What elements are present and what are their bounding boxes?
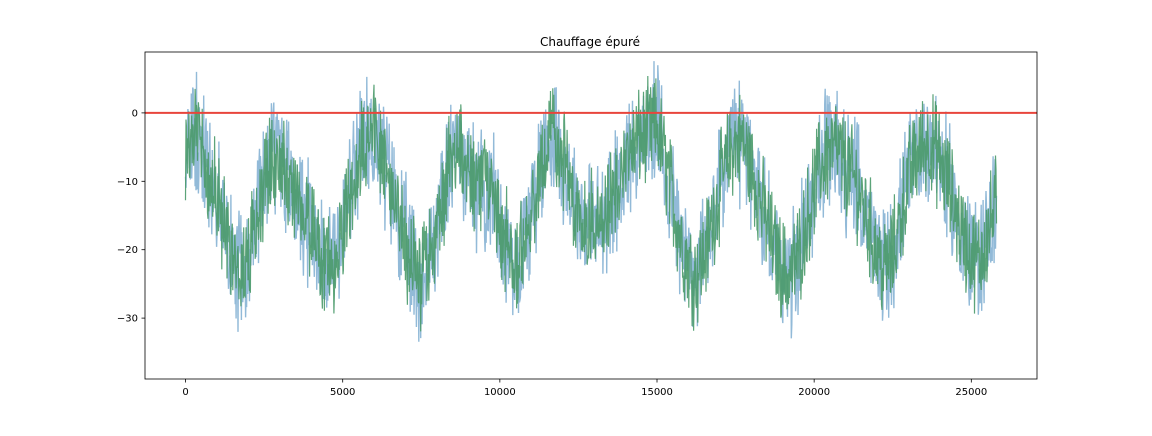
x-tick-label: 5000 — [330, 387, 355, 398]
x-tick-label: 20000 — [798, 387, 830, 398]
axes: 0 5000 10000 15000 20000 25000 0 −10 −20 −30 — [117, 51, 1038, 398]
x-tick-label: 15000 — [641, 387, 673, 398]
x-tick-label: 0 — [182, 387, 188, 398]
y-tick-label: −20 — [117, 245, 138, 256]
axes-frame — [144, 51, 1038, 380]
chart-title: Chauffage épuré — [540, 35, 640, 49]
x-tick-label: 25000 — [955, 387, 987, 398]
plot-area — [145, 61, 1037, 342]
series-line-2 — [184, 75, 998, 332]
y-tick-label: 0 — [132, 108, 138, 119]
y-tick-label: −30 — [117, 314, 138, 325]
y-tick-label: −10 — [117, 177, 138, 188]
x-tick-label: 10000 — [484, 387, 516, 398]
